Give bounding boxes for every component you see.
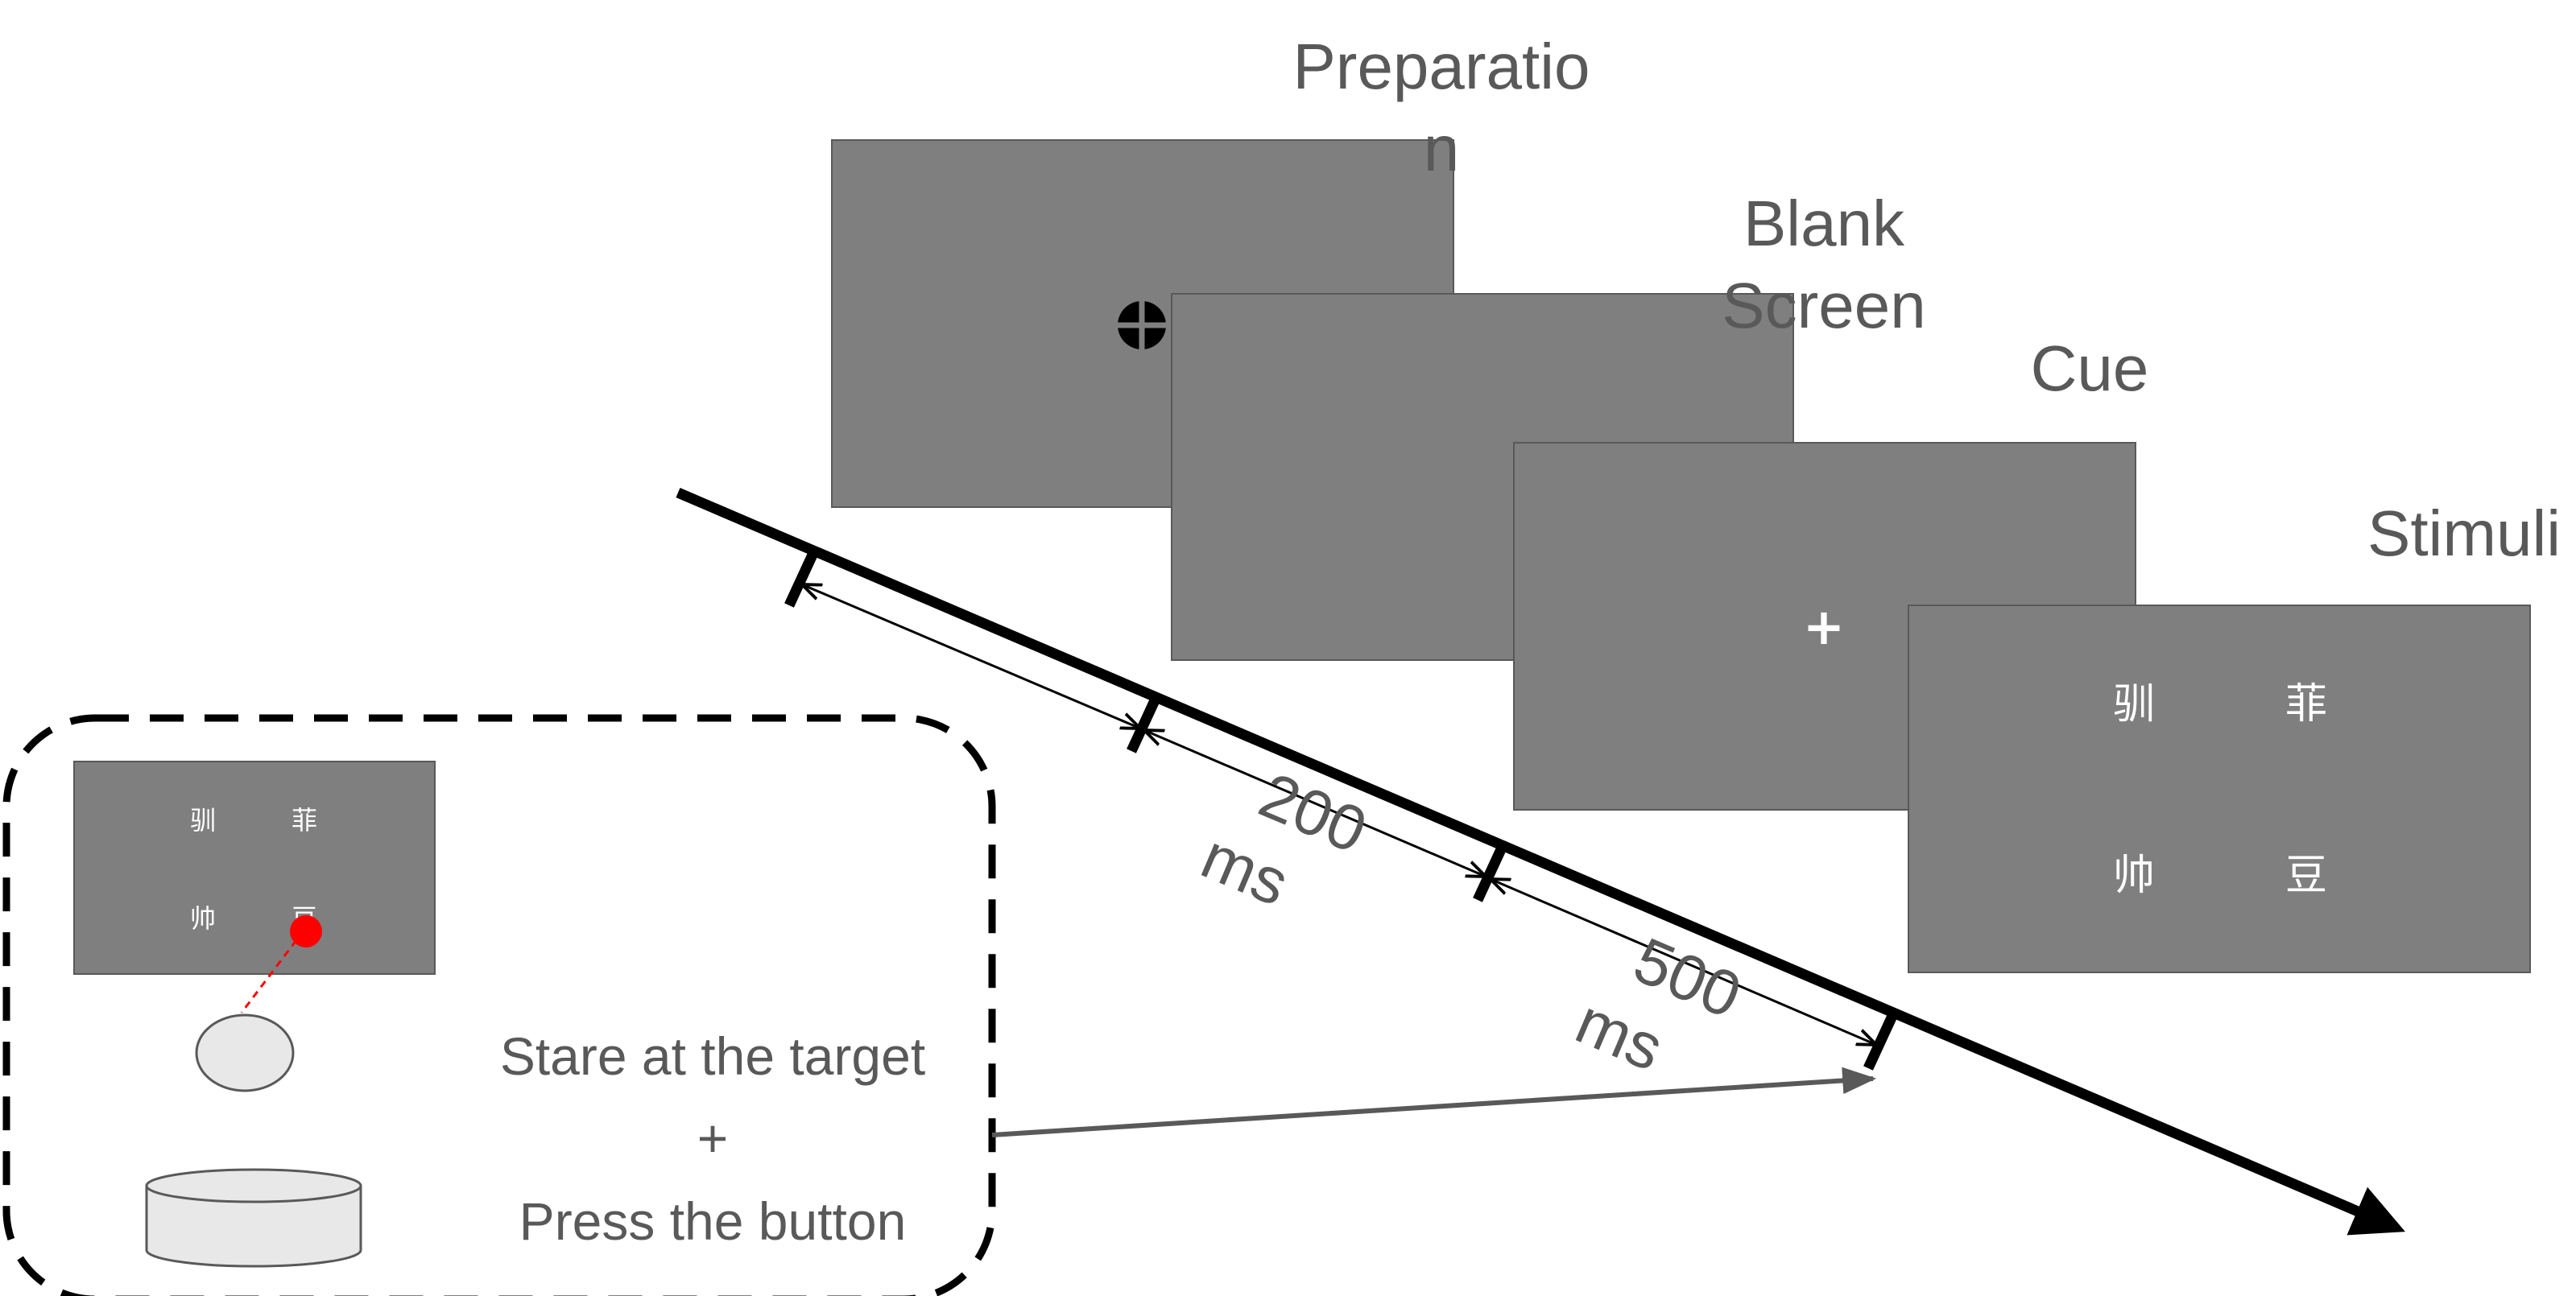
stimuli-screen: 驯 菲 帅 豆 bbox=[1908, 605, 2531, 973]
timeline-ticks bbox=[784, 551, 1897, 1071]
inset-stimulus-char: 菲 bbox=[292, 805, 317, 836]
instruction-line2: Press the button bbox=[519, 1191, 907, 1251]
stimulus-char: 菲 bbox=[2285, 680, 2327, 728]
stimulus-char: 驯 bbox=[2113, 680, 2155, 728]
stimulus-char: 帅 bbox=[2113, 852, 2155, 900]
interval-arrows bbox=[804, 585, 1875, 1044]
eye-icon bbox=[195, 1013, 295, 1092]
stimulus-char: 豆 bbox=[2285, 852, 2327, 900]
instruction-line1: Stare at the target bbox=[500, 1026, 925, 1086]
gaze-line bbox=[240, 939, 298, 1013]
inset-stimulus-char: 帅 bbox=[190, 903, 216, 934]
preparation-label-line1: Preparatio bbox=[1292, 31, 1590, 102]
stimuli-label: Stimuli bbox=[2367, 497, 2561, 569]
response-inset-box bbox=[2, 714, 996, 1296]
gaze-point-dot bbox=[290, 915, 322, 947]
blank-label-line2: Screen bbox=[1722, 270, 1925, 341]
cue-label: Cue bbox=[2031, 332, 2149, 404]
cue-cross-symbol: + bbox=[1803, 597, 1845, 656]
inset-stimulus-char: 驯 bbox=[190, 805, 216, 836]
response-button-icon bbox=[145, 1168, 362, 1268]
response-connector-arrow bbox=[991, 1067, 1877, 1137]
instruction-plus: + bbox=[697, 1108, 729, 1168]
fixation-target-icon bbox=[1118, 301, 1166, 349]
inset-stimuli-screen: 驯 菲 帅 豆 bbox=[73, 761, 436, 975]
preparation-label-line2: n bbox=[1424, 113, 1460, 184]
blank-label-line1: Blank bbox=[1743, 188, 1905, 259]
